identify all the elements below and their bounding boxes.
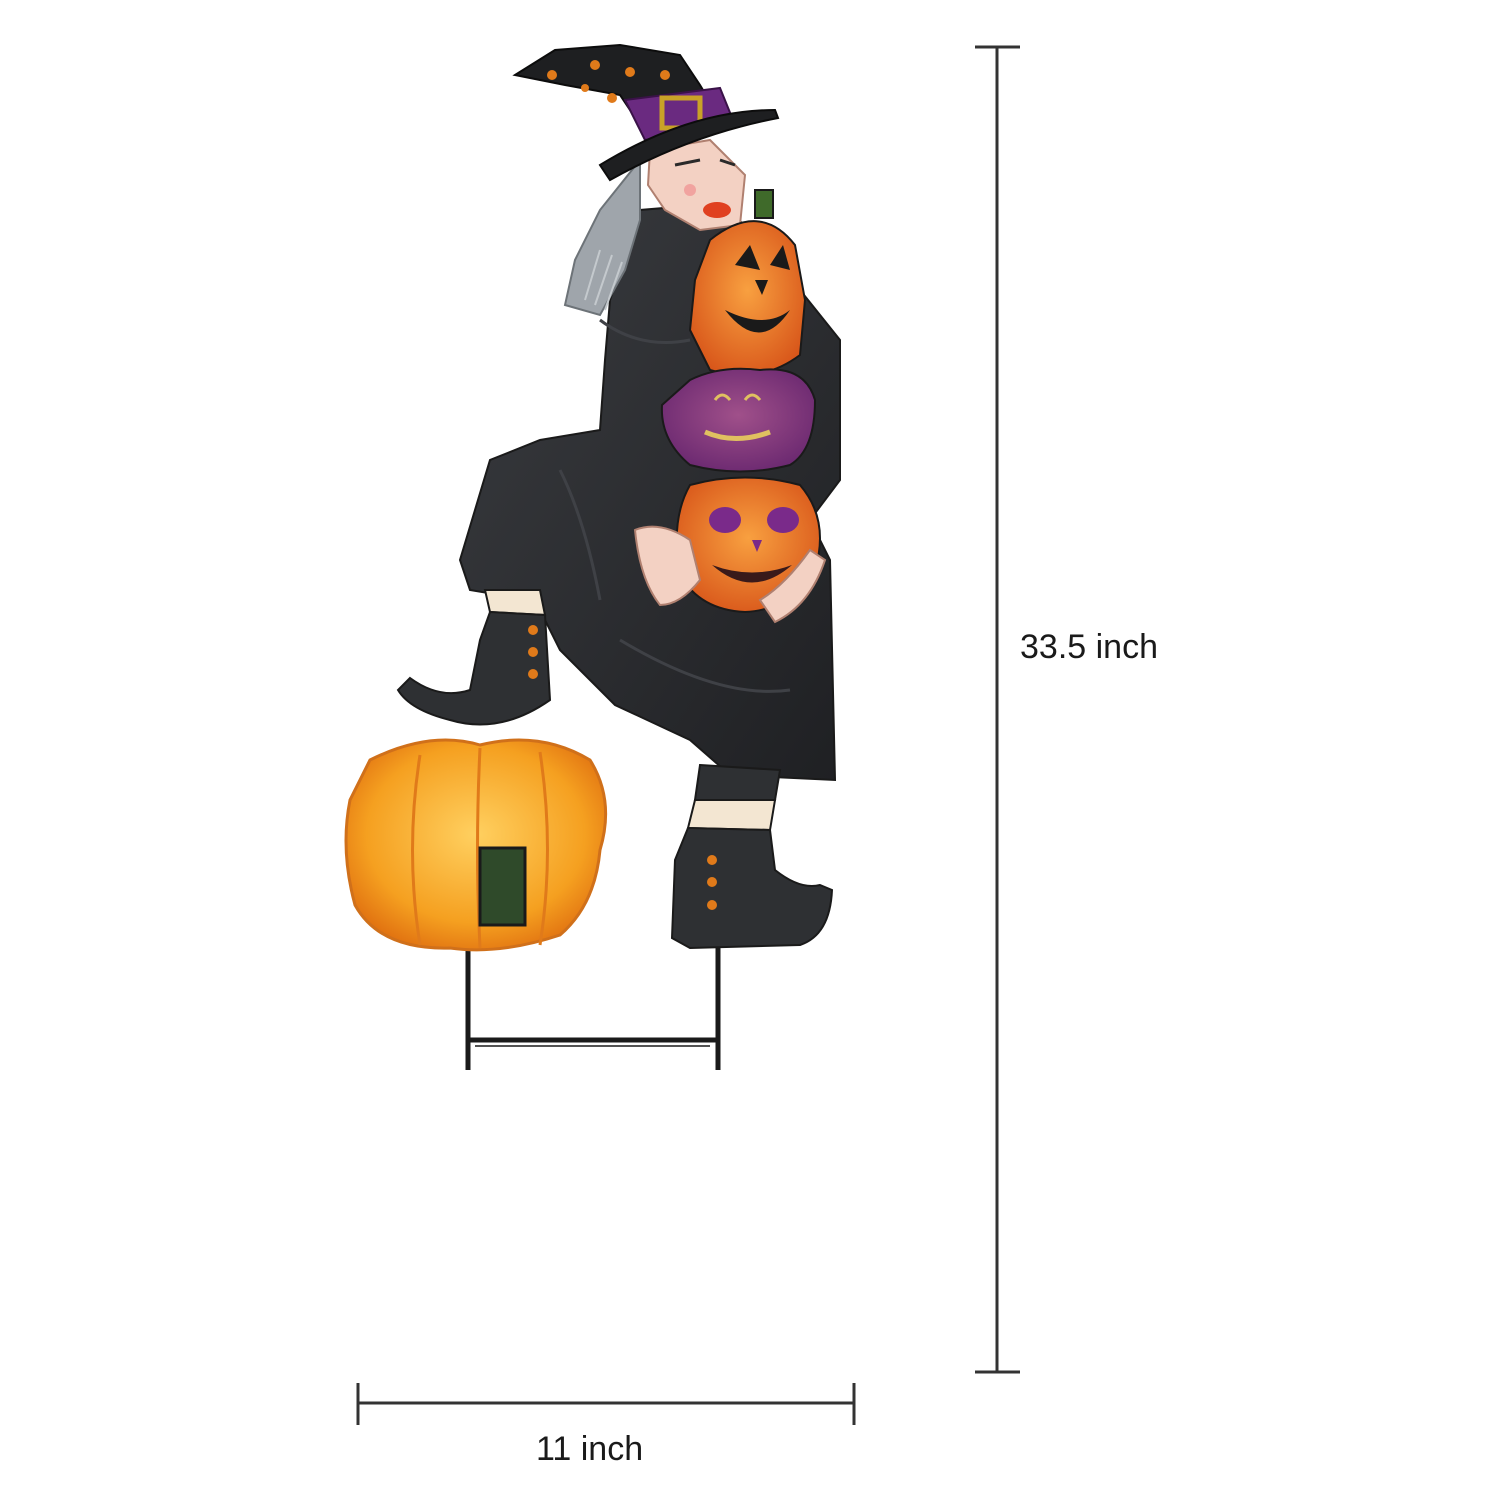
top-jack-o-lantern <box>688 189 807 376</box>
width-label: 11 inch <box>536 1430 644 1468</box>
large-pumpkin <box>344 738 608 952</box>
height-label: 33.5 inch <box>1020 628 1158 666</box>
witch-hair <box>563 157 641 317</box>
height-dimension-line <box>975 45 1020 1374</box>
witch-face <box>646 138 747 232</box>
witch-hat <box>512 43 780 182</box>
right-boot <box>670 763 834 950</box>
witch-hands <box>633 525 827 624</box>
width-dimension-line <box>356 1383 856 1425</box>
bottom-jack-o-lantern <box>675 476 821 614</box>
metal-stakes <box>465 945 721 1070</box>
left-boot <box>396 589 552 726</box>
purple-pumpkin <box>660 367 817 473</box>
